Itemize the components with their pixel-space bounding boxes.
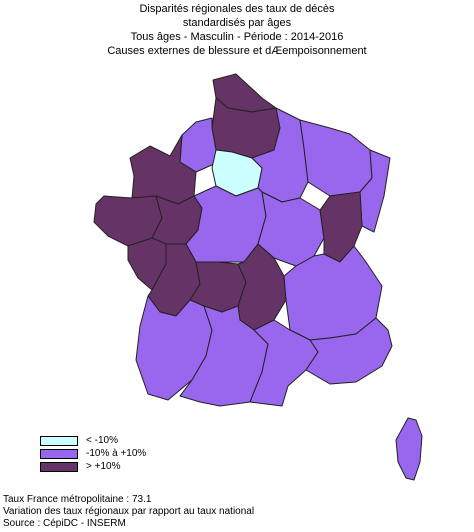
title-line-2: standardisés par âges — [182, 17, 292, 29]
title-line-3: Tous âges - Masculin - Période : 2014-20… — [130, 31, 344, 43]
region-paca[interactable] — [305, 317, 393, 385]
title-line-1: Disparités régionales des taux de décès — [139, 3, 335, 15]
region-basse-normandie[interactable] — [129, 134, 197, 205]
legend-label-high: > +10% — [86, 461, 121, 472]
legend-swatch-high — [40, 462, 78, 472]
source-note: Source : CépiDC - INSERM — [3, 518, 126, 529]
variation-note: Variation des taux régionaux par rapport… — [3, 506, 255, 517]
title-line-4: Causes externes de blessure et dÆempoiso… — [107, 45, 367, 57]
map-footer: Taux France métropolitaine : 73.1 Variat… — [3, 494, 254, 530]
region-languedoc-roussillon[interactable] — [249, 319, 319, 407]
legend-label-mid: -10% à +10% — [86, 448, 147, 459]
region-corse[interactable] — [395, 417, 423, 481]
national-rate: Taux France métropolitaine : 73.1 — [3, 494, 152, 505]
region-lorraine[interactable] — [299, 119, 373, 197]
region-haute-normandie[interactable] — [179, 117, 217, 173]
legend-swatch-low — [40, 436, 78, 446]
region-auvergne[interactable] — [237, 243, 287, 331]
region-alsace[interactable] — [359, 149, 391, 233]
legend-label-low: < -10% — [86, 435, 118, 446]
map-title: Disparités régionales des taux de décès … — [0, 2, 474, 58]
legend-swatch-mid — [40, 449, 78, 459]
